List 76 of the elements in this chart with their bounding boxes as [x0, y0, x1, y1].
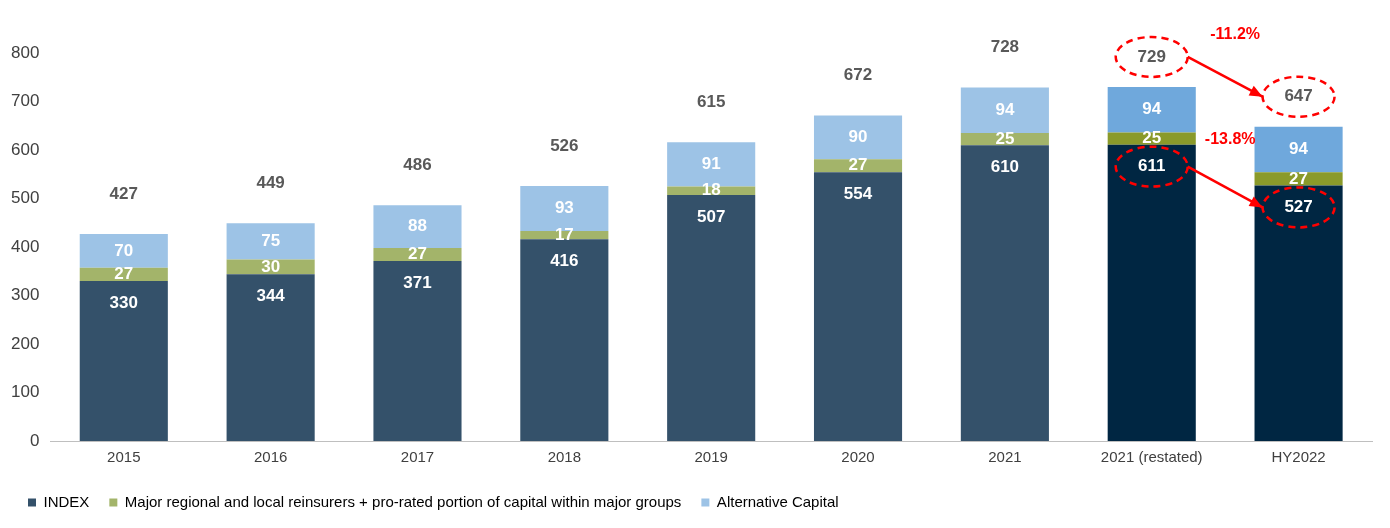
data-label: 75: [261, 231, 281, 251]
data-label: 554: [843, 184, 873, 203]
x-tick-label: 2016: [253, 448, 288, 466]
bar: [813, 115, 903, 160]
bar: [1107, 144, 1196, 441]
bar: [667, 195, 756, 441]
data-label: 91: [701, 153, 721, 173]
bar: [373, 261, 462, 441]
total-label: 526: [550, 135, 579, 155]
total-label: 728: [990, 37, 1020, 57]
bar: [226, 223, 315, 260]
bar: [960, 145, 1049, 441]
data-label: 27: [408, 244, 427, 264]
legend-label: INDEX: [43, 492, 90, 510]
data-label: 93: [554, 198, 574, 218]
x-tick-label: 2017: [400, 448, 435, 466]
data-label: 70: [114, 240, 134, 260]
x-tick-label: 2019: [694, 448, 728, 466]
bar: [79, 233, 168, 268]
data-label: 25: [1142, 128, 1162, 148]
data-label: 344: [256, 285, 286, 305]
y-tick-label: 200: [10, 333, 40, 353]
y-tick-label: 700: [10, 91, 40, 111]
data-label: 27: [114, 264, 134, 284]
data-label: 18: [701, 180, 721, 200]
x-tick-label: 2018: [547, 448, 582, 466]
bar: [373, 247, 462, 262]
data-label: 30: [261, 256, 281, 276]
y-tick-label: 500: [10, 188, 40, 208]
data-label: 94: [1142, 99, 1162, 119]
data-label: 611: [1138, 156, 1166, 176]
y-tick-label: 600: [10, 139, 40, 159]
total-label: 672: [843, 65, 873, 85]
total-label: 486: [403, 154, 432, 174]
bar: [226, 274, 315, 441]
annotation: -13.8%: [1204, 130, 1256, 148]
bar: [1254, 185, 1343, 441]
total-label: 729: [1137, 46, 1166, 66]
x-tick-label: HY2022: [1271, 448, 1326, 466]
legend-label: Major regional and local reinsurers + pro-rated portion of capital within major groups: [124, 492, 682, 510]
text: -11.2%: [1210, 25, 1261, 43]
x-tick-label: 2021: [988, 448, 1022, 466]
data-label: 94: [995, 99, 1015, 119]
data-label: 94: [1289, 139, 1309, 159]
x-tick-label: 2020: [841, 448, 875, 466]
bar: [813, 159, 903, 173]
total-label: 615: [696, 91, 726, 111]
data-label: 416: [550, 250, 579, 270]
data-label: 371: [403, 272, 432, 292]
bar: [813, 172, 903, 441]
data-label: 90: [848, 127, 868, 147]
y-tick-label: 800: [10, 42, 40, 62]
y-tick-label: 400: [10, 236, 40, 256]
y-tick-label: 100: [10, 382, 40, 402]
data-label: 25: [995, 128, 1015, 148]
data-label: 507: [696, 206, 726, 226]
data-label: 330: [109, 292, 138, 312]
y-tick-label: 300: [10, 285, 40, 305]
bar: [520, 239, 609, 441]
data-label: 27: [848, 155, 868, 175]
x-tick-label: 2015: [107, 448, 141, 466]
bar: [1254, 126, 1343, 173]
bar: [1107, 86, 1196, 133]
bar: [373, 205, 462, 248]
legend-label: Alternative Capital: [716, 492, 839, 510]
total-label: 427: [109, 183, 138, 203]
total-label: 647: [1284, 86, 1313, 106]
data-label: 610: [990, 156, 1020, 176]
bar: [960, 87, 1049, 134]
x-tick-label: 2021 (restated): [1100, 448, 1203, 466]
data-label: 88: [408, 216, 427, 236]
data-label: 527: [1284, 197, 1313, 217]
y-tick-label: 0: [29, 430, 40, 450]
data-label: 27: [1289, 168, 1309, 188]
bar: [79, 280, 168, 441]
total-label: 449: [256, 172, 285, 192]
